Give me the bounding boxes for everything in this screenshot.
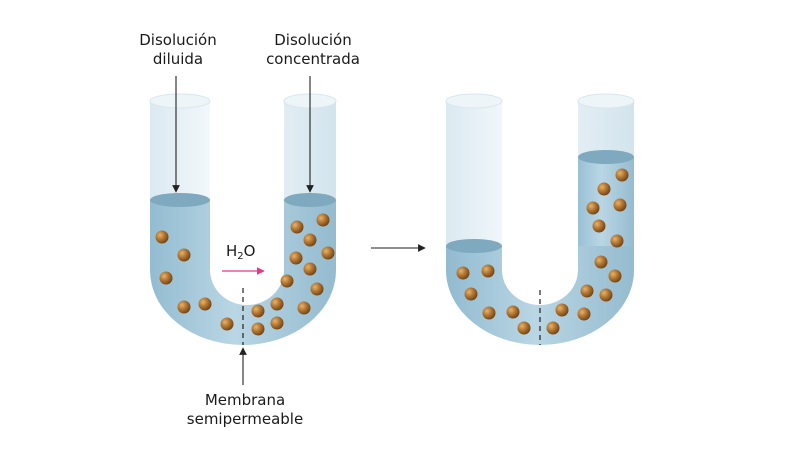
- particle: [289, 251, 303, 265]
- particles-left: [155, 213, 335, 336]
- particle: [580, 284, 594, 298]
- particle: [290, 220, 304, 234]
- particle: [586, 201, 600, 215]
- particle: [506, 305, 520, 319]
- particle: [594, 255, 608, 269]
- label-water-sub: 2: [237, 251, 244, 262]
- label-concentrated-solution: Disolución concentrada: [248, 31, 378, 69]
- liquid-surface-left-b: [284, 193, 336, 207]
- particle: [155, 230, 169, 244]
- particle: [613, 198, 627, 212]
- particle: [456, 266, 470, 280]
- label-concentrated-line1: Disolución: [274, 31, 352, 49]
- particle: [177, 300, 191, 314]
- particle: [546, 321, 560, 335]
- label-diluted-solution: Disolución diluida: [118, 31, 238, 69]
- particle: [303, 233, 317, 247]
- tube-rim-left-a: [149, 93, 211, 109]
- tube-rim-right-a: [445, 93, 503, 109]
- particle: [592, 219, 606, 233]
- particle: [198, 297, 212, 311]
- particle: [303, 262, 317, 276]
- label-membrane: Membrana semipermeable: [170, 391, 320, 429]
- particle: [316, 213, 330, 227]
- liquid-right: [446, 246, 634, 345]
- particle: [555, 303, 569, 317]
- tube-rim-right-b: [577, 93, 635, 109]
- liquid-surface-right-b: [578, 150, 634, 164]
- particle: [220, 317, 234, 331]
- particle: [270, 297, 284, 311]
- particle: [280, 274, 294, 288]
- particles-right: [456, 168, 629, 335]
- particle: [251, 304, 265, 318]
- label-concentrated-line2: concentrada: [266, 50, 360, 68]
- liquid-surface-left-a: [150, 193, 210, 207]
- particle: [251, 322, 265, 336]
- particle: [310, 282, 324, 296]
- particle: [177, 248, 191, 262]
- particle: [270, 316, 284, 330]
- label-diluted-line2: diluida: [152, 50, 204, 68]
- label-membrane-line1: Membrana: [204, 391, 286, 409]
- liquid-surface-right-a: [446, 239, 502, 253]
- particle: [608, 269, 622, 283]
- particle: [610, 234, 624, 248]
- particle: [482, 306, 496, 320]
- label-diluted-line1: Disolución: [139, 31, 217, 49]
- particle: [577, 307, 591, 321]
- particle: [297, 301, 311, 315]
- label-water: H2O: [226, 242, 255, 266]
- particle: [321, 246, 335, 260]
- particle: [517, 321, 531, 335]
- u-tube-right: [445, 93, 635, 345]
- particle: [159, 271, 173, 285]
- label-water-h: H: [226, 242, 238, 260]
- label-water-o: O: [243, 242, 256, 260]
- label-membrane-line2: semipermeable: [186, 410, 304, 428]
- particle: [464, 287, 478, 301]
- u-tube-left: [149, 93, 337, 345]
- particle: [599, 288, 613, 302]
- particle: [597, 182, 611, 196]
- particle: [481, 264, 495, 278]
- particle: [615, 168, 629, 182]
